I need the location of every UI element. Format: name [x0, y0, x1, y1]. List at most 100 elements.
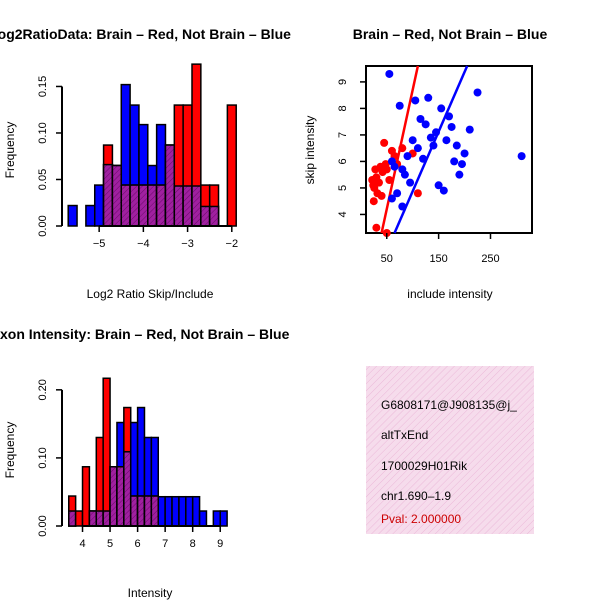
point-not-brain: [434, 181, 443, 190]
point-not-brain: [452, 141, 461, 150]
point-not-brain: [439, 186, 448, 195]
x-tick-label: −3: [181, 238, 194, 250]
ratio-histogram-panel: Log2RatioData: Brain – Red, Not Brain – …: [0, 26, 291, 301]
bar-not-brain: [171, 495, 180, 527]
intensity-histogram-title: Exon Intensity: Brain – Red, Not Brain –…: [0, 326, 290, 342]
point-brain: [382, 165, 391, 174]
bar-not-brain: [219, 510, 228, 527]
fit-line-brain: [380, 65, 420, 234]
point-not-brain: [403, 152, 412, 161]
bar-not-brain: [157, 495, 166, 527]
y-tick-label: 8: [337, 105, 349, 111]
intensity-histogram-panel: Exon Intensity: Brain – Red, Not Brain –…: [0, 326, 290, 600]
point-not-brain: [437, 104, 446, 113]
scatter-points: [368, 65, 526, 237]
info-gene-name: 1700029H01Rik: [381, 459, 468, 473]
point-not-brain: [387, 194, 396, 203]
bar-overlap: [123, 451, 132, 527]
bar-overlap: [147, 184, 158, 227]
bar-overlap: [129, 495, 139, 527]
intensity-histogram-axes: 4 5 6 7 8 9 0.00 0.10 0.20: [37, 379, 223, 550]
point-not-brain: [411, 96, 420, 105]
scatter-title: Brain – Red, Not Brain – Blue: [353, 26, 548, 42]
point-brain: [413, 189, 422, 198]
x-tick-label: 7: [162, 538, 168, 550]
intensity-histogram-bars: [68, 377, 228, 527]
info-panel: G6808171@J908135@j_ altTxEnd 1700029H01R…: [366, 366, 534, 534]
ratio-histogram-ylabel: Frequency: [3, 122, 17, 179]
ratio-histogram-bars: [67, 63, 237, 227]
x-tick-label: 9: [217, 538, 223, 550]
bar-overlap: [102, 163, 114, 227]
bar-overlap: [120, 184, 131, 227]
x-tick-label: 250: [481, 253, 499, 265]
x-tick-label: 4: [79, 538, 85, 550]
bar-not-brain: [93, 184, 105, 227]
x-tick-label: −2: [226, 238, 239, 250]
bar-not-brain: [191, 495, 201, 527]
info-junction-id: G6808171@J908135@j_: [381, 398, 517, 412]
x-tick-label: 6: [135, 538, 141, 550]
ratio-histogram-xlabel: Log2 Ratio Skip/Include: [87, 287, 214, 301]
point-not-brain: [447, 122, 456, 131]
bar-brain: [102, 377, 111, 527]
bar-not-brain: [198, 510, 208, 527]
bar-overlap: [102, 510, 111, 527]
x-tick-label: −4: [137, 238, 150, 250]
point-not-brain: [385, 69, 394, 78]
y-tick-label: 0.15: [37, 76, 49, 97]
y-tick-label: 0.10: [37, 122, 49, 143]
scatter-ylabel: skip intensity: [303, 116, 317, 185]
bar-overlap: [173, 185, 184, 227]
bar-not-brain: [212, 510, 221, 527]
ratio-histogram-title: Log2RatioData: Brain – Red, Not Brain – …: [0, 26, 291, 42]
y-tick-label: 0.10: [37, 447, 49, 468]
y-tick-label: 6: [337, 158, 349, 164]
bar-overlap: [111, 164, 123, 227]
bar-overlap: [191, 185, 202, 227]
y-tick-label: 4: [337, 211, 349, 217]
x-tick-label: −5: [93, 238, 106, 250]
point-brain: [369, 197, 378, 206]
bar-overlap: [136, 495, 146, 527]
bar-brain: [74, 510, 84, 527]
y-tick-label: 0.00: [37, 215, 49, 236]
bar-not-brain: [185, 495, 194, 527]
y-tick-label: 0.00: [37, 515, 49, 536]
bar-overlap: [200, 205, 211, 227]
point-not-brain: [424, 93, 433, 102]
point-not-brain: [517, 152, 526, 161]
point-brain: [380, 138, 389, 147]
bar-overlap: [155, 184, 167, 227]
point-not-brain: [457, 160, 466, 169]
scatter-axes: 50 150 250 4 5 6 7 8 9: [337, 79, 500, 265]
info-box-background: [366, 366, 534, 534]
info-pval: Pval: 2.000000: [381, 512, 461, 526]
point-not-brain: [450, 157, 459, 166]
bar-overlap: [208, 205, 220, 227]
fit-line-not-brain: [393, 65, 469, 234]
scatter-plot-frame: [365, 65, 533, 234]
point-not-brain: [473, 88, 482, 97]
bar-overlap: [138, 184, 149, 227]
point-not-brain: [408, 136, 417, 145]
point-not-brain: [442, 136, 451, 145]
point-not-brain: [390, 162, 399, 171]
ratio-histogram-axes: −5 −4 −3 −2 0.00 0.05 0.10 0.15: [37, 76, 238, 250]
bar-not-brain: [85, 204, 96, 227]
y-tick-label: 5: [337, 185, 349, 191]
bar-overlap: [182, 185, 193, 227]
point-not-brain: [460, 149, 469, 158]
bar-overlap: [95, 510, 104, 527]
bar-brain: [81, 466, 91, 527]
x-tick-label: 8: [190, 538, 196, 550]
point-brain: [377, 191, 386, 200]
point-not-brain: [395, 101, 404, 110]
bar-overlap: [68, 510, 77, 527]
point-not-brain: [455, 170, 464, 179]
bar-not-brain: [164, 495, 173, 527]
y-tick-label: 0.20: [37, 379, 49, 400]
intensity-histogram-xlabel: Intensity: [128, 586, 173, 600]
bar-overlap: [88, 510, 98, 527]
